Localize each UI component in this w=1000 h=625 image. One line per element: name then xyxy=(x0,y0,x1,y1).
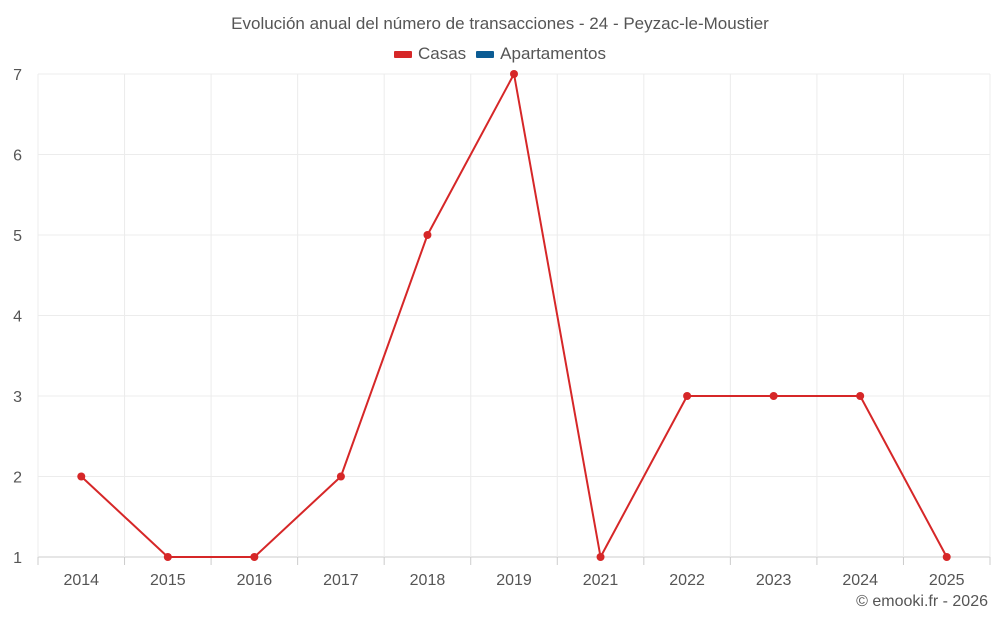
legend-swatch-apartamentos xyxy=(476,50,495,58)
legend-label-casas: Casas xyxy=(417,44,467,63)
legend-item-casas[interactable]: Casas xyxy=(393,44,467,64)
data-point xyxy=(856,392,865,400)
x-tick-label: 2018 xyxy=(410,572,446,589)
data-point xyxy=(942,553,951,561)
x-tick-label: 2021 xyxy=(583,572,619,589)
legend-swatch-casas xyxy=(393,50,412,58)
chart-title: Evolución anual del número de transaccio… xyxy=(231,14,769,33)
x-tick-label: 2022 xyxy=(669,572,705,589)
y-tick-label: 6 xyxy=(13,148,22,165)
y-tick-label: 1 xyxy=(13,550,22,567)
data-point xyxy=(423,231,432,239)
y-tick-label: 5 xyxy=(13,228,22,245)
legend-label-apartamentos: Apartamentos xyxy=(500,44,607,63)
x-tick-label: 2016 xyxy=(237,572,273,589)
data-point xyxy=(510,70,518,78)
x-tick-label: 2014 xyxy=(63,572,99,589)
x-tick-label: 2024 xyxy=(842,572,878,589)
data-point xyxy=(596,553,605,561)
credit-text: © emooki.fr - 2026 xyxy=(856,593,988,610)
data-point xyxy=(336,472,345,481)
data-point xyxy=(250,553,259,561)
x-tick-label: 2017 xyxy=(323,572,359,589)
data-point xyxy=(163,553,172,561)
x-tick-label: 2023 xyxy=(756,572,792,589)
legend: Casas Apartamentos xyxy=(0,44,1000,64)
y-tick-label: 4 xyxy=(13,309,22,326)
y-tick-label: 3 xyxy=(13,389,22,406)
data-point xyxy=(683,392,692,400)
x-tick-label: 2019 xyxy=(496,572,532,589)
data-point xyxy=(77,472,86,481)
data-point xyxy=(769,392,778,400)
x-tick-label: 2015 xyxy=(150,572,186,589)
x-tick-label: 2025 xyxy=(929,572,965,589)
y-tick-label: 7 xyxy=(13,67,22,84)
legend-item-apartamentos[interactable]: Apartamentos xyxy=(476,44,606,64)
y-tick-label: 2 xyxy=(13,470,22,487)
